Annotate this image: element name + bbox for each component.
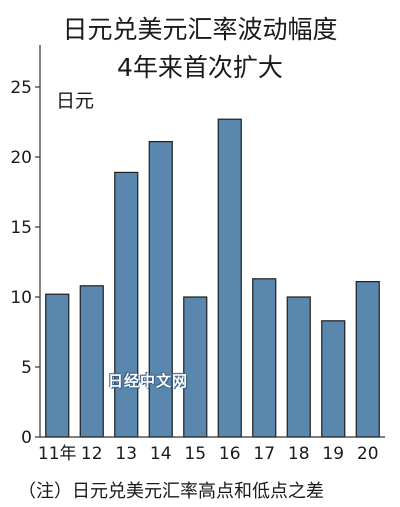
bar-1 [79, 285, 104, 438]
bar-9 [355, 281, 380, 438]
x-tick-label-3: 14 [150, 444, 172, 464]
x-tick-label-6: 17 [253, 444, 275, 464]
x-tick-label-0: 11年 [38, 444, 77, 464]
bar-6 [252, 278, 277, 438]
y-tick-label-5: 25 [10, 78, 32, 98]
bar-2 [114, 171, 139, 438]
bar-7 [286, 296, 311, 438]
x-tick-label-1: 12 [81, 444, 103, 464]
y-tick-label-1: 5 [21, 358, 32, 378]
y-tick-label-2: 10 [10, 288, 32, 308]
y-tick-label-4: 20 [10, 148, 32, 168]
bar-8 [321, 320, 346, 438]
chart-footnote: （注）日元兑美元汇率高点和低点之差 [18, 481, 324, 502]
bar-0 [45, 293, 70, 438]
x-tick-label-9: 20 [357, 444, 379, 464]
x-tick-label-7: 18 [288, 444, 310, 464]
bar-3 [148, 141, 173, 438]
chart-title-line-2: 4年来首次扩大 [117, 53, 283, 82]
y-axis-unit-label: 日元 [56, 90, 95, 112]
x-tick-label-5: 16 [219, 444, 241, 464]
bar-5 [217, 118, 242, 438]
y-tick-label-0: 0 [21, 428, 32, 448]
y-tick-label-3: 15 [10, 218, 32, 238]
chart-title-line-1: 日元兑美元汇率波动幅度 [62, 15, 338, 44]
x-tick-label-8: 19 [322, 444, 344, 464]
x-tick-label-2: 13 [115, 444, 137, 464]
watermark: 日经中文网 [108, 372, 189, 390]
bar-4 [183, 296, 208, 438]
x-tick-label-4: 15 [184, 444, 206, 464]
